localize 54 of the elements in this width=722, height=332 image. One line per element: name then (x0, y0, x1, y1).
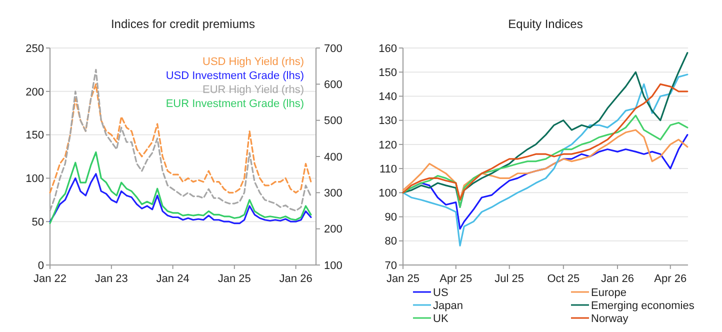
x-tick-label: Jan 23 (94, 273, 128, 285)
legend-label: Norway (591, 312, 629, 325)
legend-label: Japan (433, 300, 463, 312)
y2-tick-label: 600 (324, 79, 342, 92)
x-tick-label: Jan 24 (156, 273, 190, 285)
x-tick-label: Apr 26 (654, 273, 687, 285)
line-series (49, 173, 312, 224)
x-tick-label: Jan 26 (600, 273, 634, 285)
line-series (402, 114, 688, 208)
y-tick-label: 100 (378, 188, 397, 200)
x-tick-label: Jan 26 (279, 273, 312, 285)
y-tick-label: 110 (379, 163, 397, 176)
y-tick-label: 140 (378, 91, 397, 104)
y2-tick-label: 500 (324, 115, 342, 128)
line-series (402, 52, 688, 208)
text: USD High Yield (rhs) (202, 56, 304, 68)
legend-label: UK (433, 312, 449, 325)
y2-tick-label: 400 (324, 151, 342, 164)
y-tick-label: 150 (26, 130, 44, 142)
y-tick-label: 90 (384, 212, 397, 224)
text: EUR High Yield (rhs) (202, 84, 304, 96)
y2-tick-label: 700 (324, 42, 342, 55)
y-tick-label: 70 (384, 260, 397, 272)
legend-label: US (433, 286, 448, 299)
y-tick-label: 100 (26, 173, 44, 186)
line-series (402, 83, 688, 201)
chart-title: Equity Indices (508, 17, 583, 31)
y-tick-label: 80 (384, 236, 397, 248)
y2-tick-label: 300 (324, 188, 342, 200)
x-tick-label: Oct 25 (547, 273, 580, 285)
y2-tick-label: 100 (324, 260, 342, 272)
line-series (49, 83, 312, 194)
x-tick-label: Jan 22 (33, 273, 67, 285)
legend-label: Emerging economies (591, 300, 695, 312)
y-tick-label: 50 (32, 216, 44, 228)
text: EUR Investment Grade (lhs) (166, 98, 304, 110)
y-tick-label: 0 (38, 260, 44, 272)
y-tick-label: 120 (378, 139, 397, 152)
x-tick-label: Jan 25 (218, 273, 251, 285)
y-tick-label: 250 (26, 42, 44, 55)
legend-label: Europe (591, 286, 626, 299)
y-tick-label: 130 (378, 115, 397, 128)
text: USD Investment Grade (lhs) (166, 70, 304, 82)
y2-tick-label: 200 (324, 224, 342, 236)
line-series (402, 74, 688, 247)
x-tick-label: Jan 25 (386, 273, 420, 285)
x-tick-label: Apr 25 (440, 273, 472, 285)
chart-title: Indices for credit premiums (110, 17, 256, 31)
line-series (49, 68, 312, 212)
x-tick-label: Jul 25 (494, 273, 524, 285)
y-tick-label: 200 (26, 86, 44, 98)
line-series (49, 151, 312, 224)
y-tick-label: 150 (378, 66, 397, 79)
y-tick-label: 160 (378, 42, 397, 55)
